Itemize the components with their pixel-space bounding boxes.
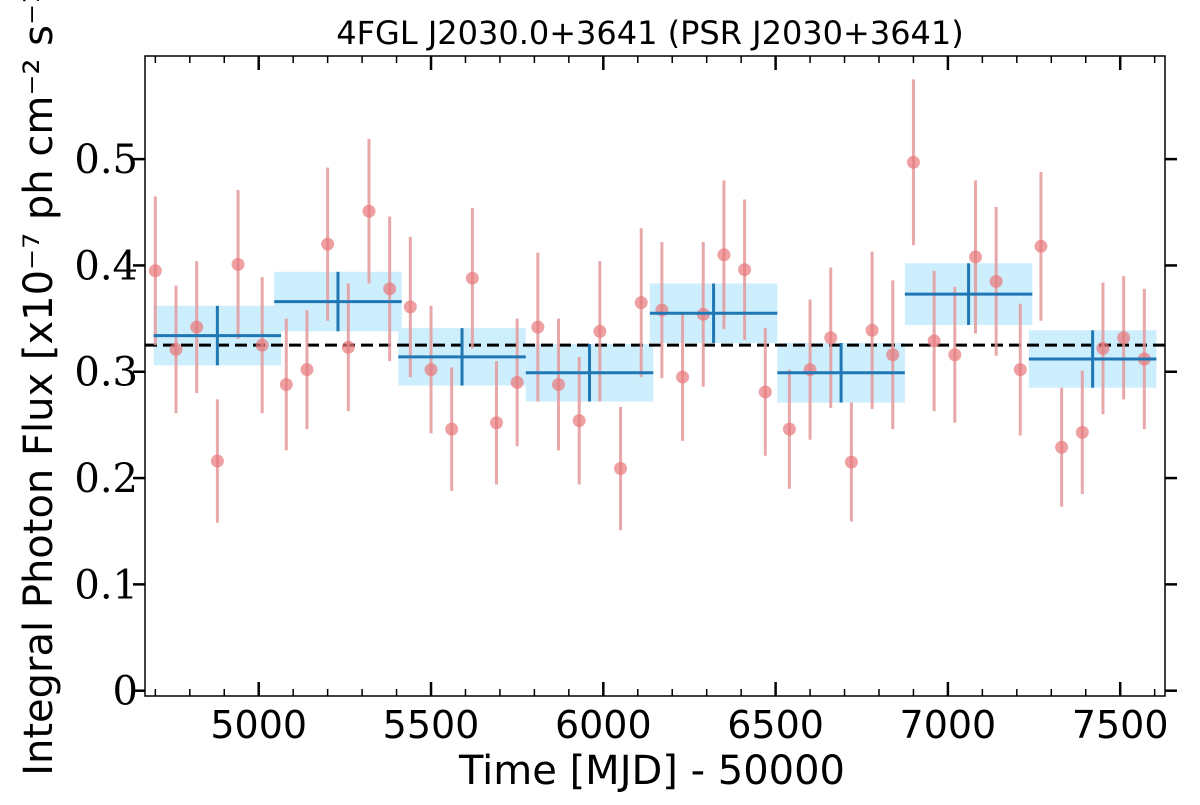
x-tick-label: 7500 bbox=[1072, 703, 1169, 747]
long-bin-layer bbox=[153, 263, 1157, 403]
data-point bbox=[968, 250, 982, 264]
y-tick-label: 0.5 bbox=[74, 137, 138, 183]
y-tick-label: 0.1 bbox=[74, 562, 138, 608]
data-point bbox=[279, 378, 293, 392]
data-point bbox=[782, 422, 796, 436]
x-tick-label: 6000 bbox=[555, 703, 652, 747]
plot-frame bbox=[144, 55, 1166, 697]
data-point bbox=[948, 348, 962, 362]
x-tick-label: 5000 bbox=[210, 703, 307, 747]
data-point bbox=[255, 338, 269, 352]
data-point bbox=[824, 331, 838, 345]
data-point bbox=[190, 320, 204, 334]
data-point bbox=[844, 455, 858, 469]
data-point bbox=[614, 461, 628, 475]
y-tick-label: 0 bbox=[113, 669, 138, 715]
data-point bbox=[1075, 425, 1089, 439]
data-point bbox=[738, 263, 752, 277]
data-point bbox=[676, 370, 690, 384]
data-point bbox=[1013, 363, 1027, 377]
y-tick-label: 0.2 bbox=[74, 456, 138, 502]
data-point bbox=[424, 363, 438, 377]
data-point bbox=[552, 378, 566, 392]
data-point bbox=[758, 385, 772, 399]
chart-title: 4FGL J2030.0+3641 (PSR J2030+3641) bbox=[336, 14, 964, 52]
data-point bbox=[510, 375, 524, 389]
data-point bbox=[634, 296, 648, 310]
data-point bbox=[300, 363, 314, 377]
data-point bbox=[169, 342, 183, 356]
data-point bbox=[362, 204, 376, 218]
data-point bbox=[465, 271, 479, 285]
x-axis-label: Time [MJD] - 50000 bbox=[458, 748, 845, 794]
data-point bbox=[1096, 341, 1110, 355]
y-tick-label: 0.3 bbox=[74, 350, 138, 396]
data-point bbox=[445, 422, 459, 436]
data-point bbox=[593, 324, 607, 338]
data-point bbox=[886, 348, 900, 362]
axes-layer: 5000 5500 6000 6500 7000 7500 0 0.1 0.2 0.3 0.4 0.5 bbox=[74, 55, 1177, 747]
data-point bbox=[1117, 331, 1131, 345]
long-bin-lines-layer bbox=[153, 263, 1157, 403]
y-axis-label: Integral Photon Flux [x10⁻⁷ ph cm⁻² s⁻¹] bbox=[16, 0, 62, 776]
y-tick-label: 0.4 bbox=[74, 243, 138, 289]
data-point bbox=[148, 264, 162, 278]
data-point bbox=[489, 416, 503, 430]
data-point bbox=[989, 274, 1003, 288]
data-point bbox=[341, 340, 355, 354]
x-tick-label: 6500 bbox=[727, 703, 824, 747]
data-point bbox=[865, 323, 879, 337]
data-point bbox=[1055, 440, 1069, 454]
data-point bbox=[321, 237, 335, 251]
data-point bbox=[1034, 239, 1048, 253]
x-tick-label: 5500 bbox=[383, 703, 480, 747]
x-tick-label: 7000 bbox=[900, 703, 997, 747]
data-point bbox=[717, 248, 731, 262]
data-point bbox=[531, 320, 545, 334]
data-point bbox=[383, 282, 397, 296]
data-point bbox=[906, 155, 920, 169]
data-point bbox=[572, 414, 586, 428]
data-point bbox=[403, 300, 417, 314]
data-point bbox=[210, 454, 224, 468]
data-point bbox=[927, 334, 941, 348]
data-point bbox=[231, 257, 245, 271]
